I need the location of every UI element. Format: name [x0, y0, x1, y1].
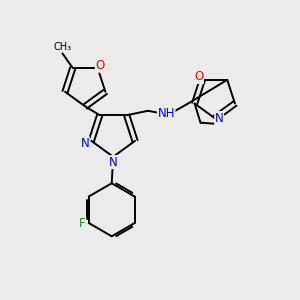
Text: N: N — [215, 112, 224, 125]
Text: NH: NH — [158, 107, 175, 120]
Text: F: F — [79, 217, 86, 230]
Text: CH₃: CH₃ — [53, 42, 71, 52]
Text: N: N — [109, 156, 118, 169]
Text: O: O — [95, 59, 105, 72]
Text: O: O — [194, 70, 203, 83]
Text: N: N — [80, 137, 89, 150]
